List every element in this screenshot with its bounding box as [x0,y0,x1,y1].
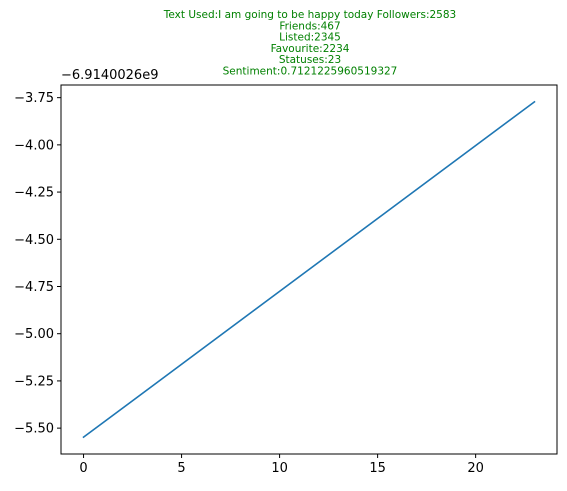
chart-title-line: Friends:467 [279,20,340,32]
y-tick-label: −4.75 [14,280,54,295]
y-axis: −5.50 −5.25 −5.00 −4.75 −4.50 −4.25 −4.00 −3.75 [14,91,61,437]
series-group [82,100,536,439]
x-axis: 0 5 10 15 20 [79,454,484,476]
chart-title: Text Used:I am going to be happy today F… [163,9,456,78]
y-tick-label: −4.25 [14,186,54,201]
y-tick-label: −5.25 [14,374,54,389]
x-tick-label: 5 [177,461,185,476]
chart-title-line: Statuses:23 [279,54,341,66]
series-line [82,100,536,439]
chart-title-line: Sentiment:0.7121225960519327 [223,66,398,78]
x-tick-label: 15 [369,461,386,476]
chart-title-line: Listed:2345 [279,32,341,44]
x-tick-label: 20 [467,461,484,476]
y-tick-label: −4.00 [14,138,54,153]
plot-area-frame [60,84,558,455]
x-tick-label: 10 [271,461,288,476]
y-tick-label: −5.00 [14,327,54,342]
y-tick-label: −3.75 [14,91,54,106]
y-tick-label: −4.50 [14,233,54,248]
chart-title-line: Text Used:I am going to be happy today F… [163,9,456,21]
y-axis-offset-label: −6.9140026e9 [61,68,158,83]
x-tick-label: 0 [79,461,87,476]
y-tick-label: −5.50 [14,422,54,437]
chart-title-line: Favourite:2234 [271,43,350,55]
